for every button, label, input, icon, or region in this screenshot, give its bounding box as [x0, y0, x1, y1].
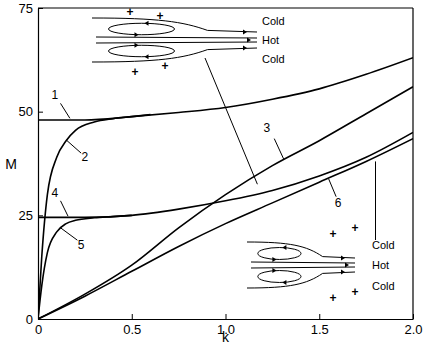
leader-line: [274, 139, 283, 159]
inset-sign: +: [351, 221, 358, 235]
jet-line: [251, 267, 355, 268]
leader-line: [205, 58, 257, 184]
inset-label: Hot: [262, 34, 279, 46]
arrow-head: [247, 38, 251, 43]
tick-mark: [38, 8, 43, 9]
arrow-head: [282, 245, 286, 250]
vortex: [109, 23, 175, 34]
frame: [38, 7, 413, 8]
curve-label: 1: [52, 88, 59, 102]
curve: [38, 139, 413, 319]
curve-label: 3: [263, 121, 270, 135]
curve: [38, 215, 132, 319]
vortex: [109, 45, 175, 56]
jet-line: [96, 37, 257, 38]
tick-mark: [38, 319, 43, 320]
arrow-head: [243, 30, 247, 35]
inset-diagram: Cold Hot Cold + + + +: [92, 5, 285, 79]
leader-line: [375, 161, 376, 240]
tick-mark: [226, 314, 227, 319]
tick-label: 25: [19, 208, 33, 223]
leader-line: [61, 103, 70, 118]
jet-line: [251, 262, 355, 263]
inset-sign: +: [131, 65, 138, 79]
inset-sign: +: [126, 5, 133, 19]
curve-label: 5: [78, 238, 85, 252]
axis-line: [39, 319, 414, 320]
arrow-head: [282, 280, 286, 285]
vortex: [258, 248, 301, 260]
leader-line: [329, 179, 337, 197]
jet-line: [96, 42, 257, 43]
tick: 2.0: [404, 314, 422, 337]
tick-mark: [132, 314, 133, 319]
tick: 50: [19, 104, 43, 119]
axis-title: M: [5, 156, 17, 172]
arrow-head: [145, 21, 149, 26]
tick-label: 75: [19, 1, 33, 16]
axis: 0 25 50 75: [19, 1, 43, 327]
curve: [38, 58, 413, 120]
inset-sign: +: [156, 9, 163, 23]
arrow-head: [272, 257, 276, 262]
arrow-head: [243, 46, 247, 51]
chart: 00.51.01.52.00255075kM123456ColdHotCold+…: [0, 0, 430, 346]
tick-label: 0.5: [123, 322, 141, 337]
curve: [38, 132, 413, 217]
tick: 1.5: [311, 314, 329, 337]
axis-line: [38, 9, 39, 320]
axis-title: k: [222, 329, 230, 345]
arrow-head: [345, 263, 349, 268]
curve-label: 6: [335, 196, 342, 210]
inset-label: Cold: [262, 15, 285, 27]
tick-label: 0: [26, 312, 33, 327]
inset-sign: +: [329, 291, 336, 305]
tick-mark: [319, 314, 320, 319]
frame: [412, 8, 413, 319]
arrow-head: [135, 32, 139, 37]
tick: 0.5: [123, 314, 141, 337]
leader-line: [61, 201, 69, 216]
tick-label: 50: [19, 104, 33, 119]
inset-label: Cold: [262, 53, 285, 65]
tick-label: 0: [35, 322, 42, 337]
tick-label: 1.5: [311, 322, 329, 337]
tick-mark: [38, 215, 43, 216]
tick: 0: [26, 312, 43, 327]
tick-mark: [413, 314, 414, 319]
arrow-head: [341, 256, 345, 261]
plot-area: [38, 58, 413, 319]
arrow-head: [341, 270, 345, 275]
vortex: [258, 271, 301, 283]
tick-mark: [38, 112, 43, 113]
inset-diagram: Cold Hot Cold + + + +: [247, 221, 395, 305]
inset-label: Cold: [372, 239, 395, 251]
curve-label: 2: [82, 150, 89, 164]
inset-sign: +: [161, 59, 168, 73]
inset-label: Hot: [372, 259, 389, 271]
curve: [38, 87, 413, 319]
arrow-head: [135, 43, 139, 48]
tick: 25: [19, 208, 43, 223]
inset-sign: +: [351, 285, 358, 299]
leader-line: [66, 140, 81, 153]
arrow-head: [145, 54, 149, 59]
leader-line: [61, 228, 78, 240]
inset-label: Cold: [372, 280, 395, 292]
arrow-head: [272, 268, 276, 273]
inset-sign: +: [329, 227, 336, 241]
tick-label: 2.0: [404, 322, 422, 337]
curve-label: 4: [52, 186, 59, 200]
tick: 75: [19, 1, 43, 16]
